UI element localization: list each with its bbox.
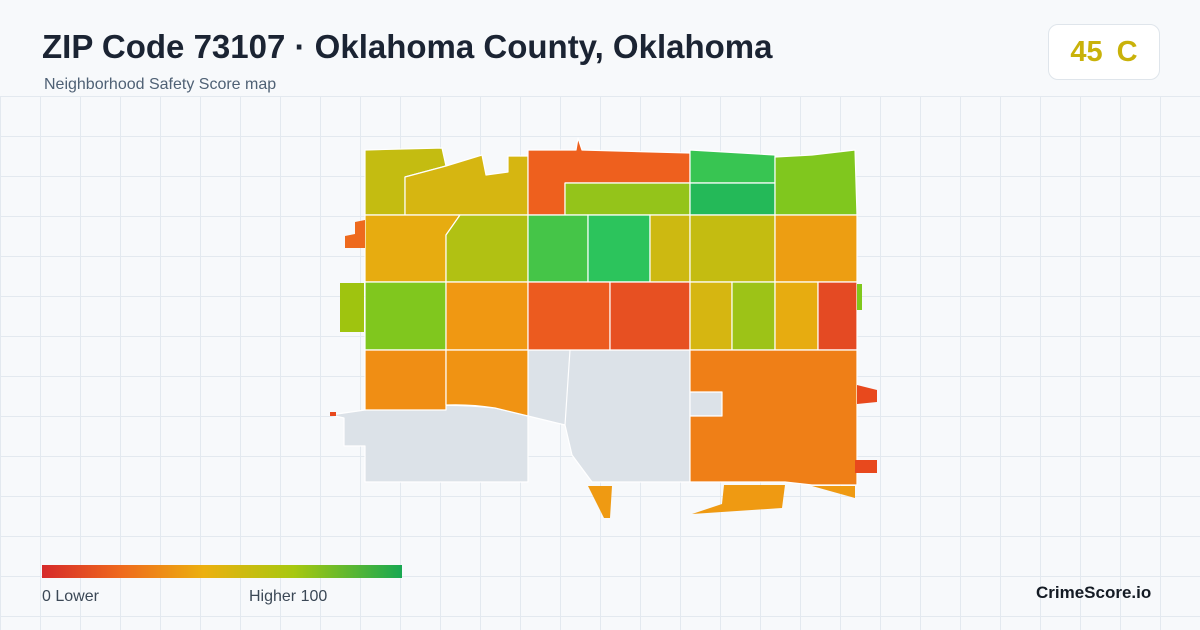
fringe-east-tab-1 <box>857 385 877 404</box>
no-data-area-west <box>329 404 529 483</box>
score-value: 45 <box>1070 35 1103 68</box>
score-grade: C <box>1116 35 1138 68</box>
tract-sw-1 <box>364 281 447 351</box>
tract-n-4 <box>689 182 776 216</box>
page-title: ZIP Code 73107 · Oklahoma County, Oklaho… <box>42 28 773 65</box>
no-data-area-center <box>527 349 691 483</box>
tract-b-2 <box>445 349 529 417</box>
tract-s-5 <box>774 281 819 351</box>
fringe-se-wedge <box>812 486 855 498</box>
header-band <box>0 0 1200 96</box>
tract-c-4 <box>689 214 776 283</box>
fringe-east-tab-2 <box>855 460 877 473</box>
fringe-south-wedge <box>692 485 785 514</box>
tract-s-3 <box>689 281 733 351</box>
legend-max-label: Higher 100 <box>249 588 328 605</box>
tract-s-2 <box>609 281 691 351</box>
tract-c-3 <box>649 214 691 283</box>
fringe-east-strip <box>857 284 862 310</box>
tract-ne-1 <box>774 149 858 216</box>
legend-min-label: 0 Lower <box>42 588 99 605</box>
tract-e-1 <box>774 214 858 283</box>
tract-c-2 <box>587 214 651 283</box>
tract-se-1 <box>817 281 858 351</box>
tract-sw-2 <box>445 281 529 351</box>
tract-w-2 <box>445 214 529 283</box>
fringe-west-tick <box>330 412 336 416</box>
brand-logo-text: CrimeScore.io <box>1036 583 1152 602</box>
no-data-area-notch <box>689 391 723 417</box>
legend-gradient-bar <box>42 565 402 578</box>
fringe-south-spike <box>588 486 612 518</box>
tract-s-4 <box>731 281 776 351</box>
tract-c-1 <box>527 214 589 283</box>
tract-s-1 <box>527 281 611 351</box>
tract-n-2 <box>564 182 691 216</box>
tract-b-3 <box>689 349 858 486</box>
page-subtitle: Neighborhood Safety Score map <box>44 76 277 93</box>
tract-n-3 <box>689 149 776 184</box>
fringe-west-strip <box>340 283 364 332</box>
fringe-west-notch <box>345 220 365 248</box>
score-badge: 45 C <box>1048 24 1160 80</box>
tract-b-1 <box>364 349 447 411</box>
